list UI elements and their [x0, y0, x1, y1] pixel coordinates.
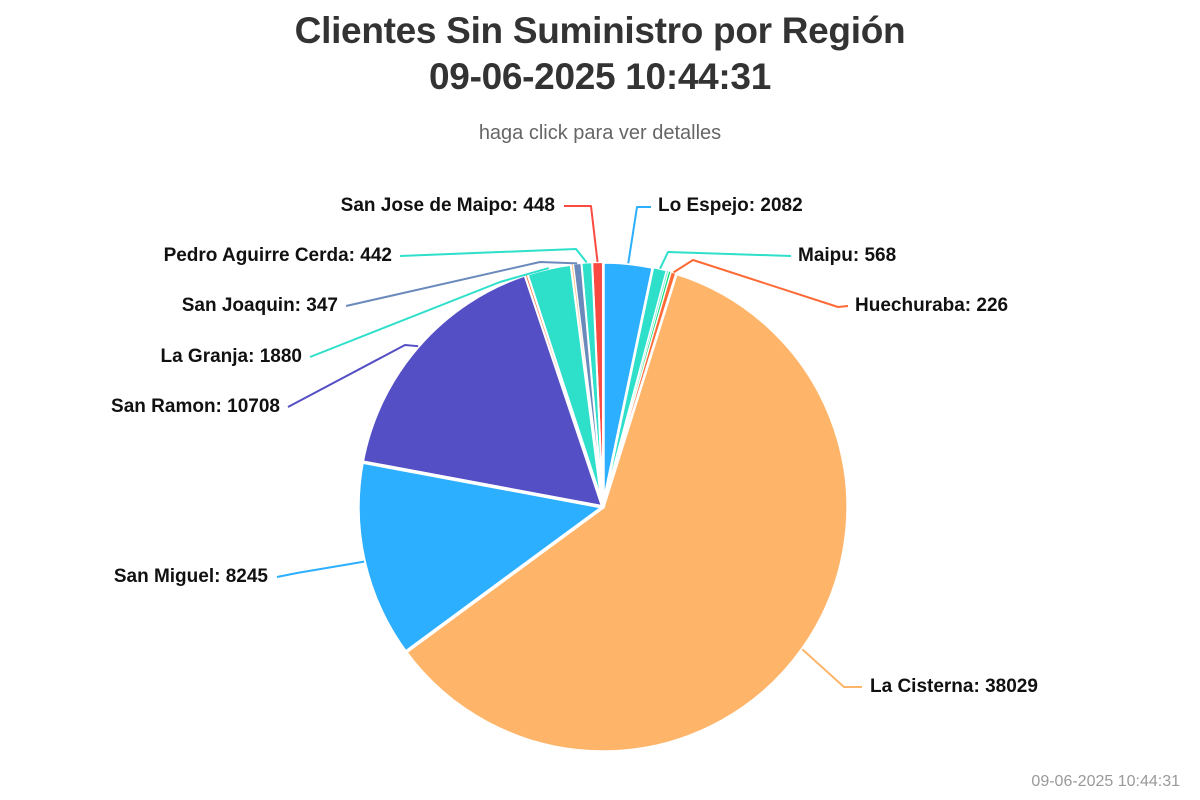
pie-label-lo-espejo[interactable]: Lo Espejo: 2082 — [658, 195, 803, 216]
chart-title: Clientes Sin Suministro por Región 09-06… — [0, 8, 1200, 100]
credits-timestamp: 09-06-2025 10:44:31 — [1031, 773, 1180, 790]
pie-connector-san-miguel — [276, 560, 365, 578]
pie-label-san-ramon[interactable]: San Ramon: 10708 — [111, 396, 280, 417]
pie-label-maipu[interactable]: Maipu: 568 — [798, 245, 897, 266]
pie-connector-la-granja — [309, 267, 550, 358]
pie-connector-san-jose-de-maipo — [564, 205, 599, 263]
pie-connector-huechuraba — [673, 259, 849, 308]
pie-label-pedro-aguirre-cerda[interactable]: Pedro Aguirre Cerda: 442 — [163, 245, 392, 266]
pie-slice-san-miguel[interactable] — [356, 460, 605, 654]
pie-label-la-granja[interactable]: La Granja: 1880 — [160, 346, 302, 367]
pie-connector-san-joaquin — [345, 261, 578, 307]
chart-title-line2: 09-06-2025 10:44:31 — [429, 56, 771, 97]
pie-slice-la-cisterna[interactable] — [403, 271, 850, 754]
pie-connector-san-ramon — [287, 344, 419, 408]
pie-label-san-joaquin[interactable]: San Joaquin: 347 — [181, 295, 338, 316]
pie-connector-maipu — [659, 251, 792, 270]
pie-label-la-cisterna[interactable]: La Cisterna: 38029 — [870, 676, 1038, 697]
chart-subtitle: haga click para ver detalles — [478, 122, 722, 144]
pie-connector-pedro-aguirre-cerda — [399, 248, 588, 264]
chart-title-line1: Clientes Sin Suministro por Región — [294, 10, 906, 51]
pie-label-san-jose-de-maipo[interactable]: San Jose de Maipo: 448 — [340, 195, 555, 216]
pie-label-huechuraba[interactable]: Huechuraba: 226 — [855, 295, 1009, 316]
pie-connector-la-cisterna — [801, 648, 862, 688]
pie-label-san-miguel[interactable]: San Miguel: 8245 — [113, 566, 268, 587]
pie-connector-lo-espejo — [627, 206, 651, 264]
pie-slice-san-ramon[interactable] — [360, 272, 605, 509]
pie-slice-unlabeled[interactable] — [602, 270, 672, 508]
